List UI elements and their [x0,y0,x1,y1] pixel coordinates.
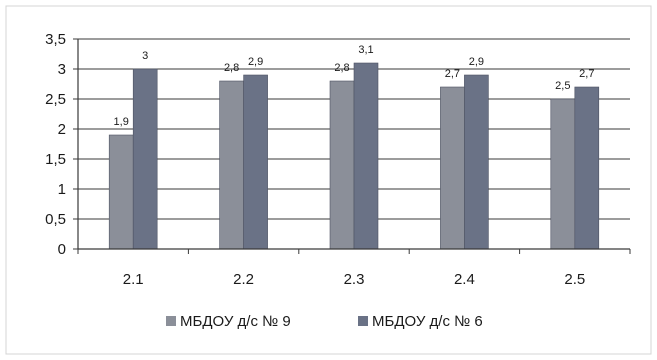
data-label: 2,8 [334,62,349,74]
y-tick-label: 3,5 [45,31,66,48]
data-label: 2,9 [248,56,263,68]
data-label: 2,5 [555,80,570,92]
y-tick-label: 2 [58,121,66,138]
x-category-label: 2.2 [233,271,254,288]
bar-series2 [464,74,489,250]
legend-label: МБДОУ д/с № 6 [372,313,483,330]
legend: МБДОУ д/с № 9 МБДОУ д/с № 6 [166,313,483,330]
legend-swatch [166,316,176,326]
y-tick-labels: 0 0,5 1 1,5 2 2,5 3 3,5 [45,31,66,258]
x-category-label: 2.1 [123,271,144,288]
y-tick-label: 0 [58,241,66,258]
data-label: 2,7 [579,68,594,80]
data-label: 1,9 [114,116,129,128]
legend-label: МБДОУ д/с № 9 [180,313,291,330]
axes [73,38,631,254]
legend-swatch [358,316,368,326]
x-category-label: 2.3 [344,271,365,288]
y-tick-label: 2,5 [45,91,66,108]
bar-series2 [574,86,600,250]
data-label: 2,9 [469,56,484,68]
y-tick-label: 3 [58,61,66,78]
data-label: 3,1 [358,44,373,56]
x-category-label: 2.4 [454,271,475,288]
data-label: 2,8 [224,62,239,74]
data-labels: 1,9 3 2,8 2,9 2,8 3,1 2,7 2,9 2,5 2,7 [114,44,595,128]
y-tick-label: 1 [58,181,66,198]
bar-series2 [353,62,379,250]
bar-series1 [108,134,134,250]
x-category-labels: 2.1 2.2 2.3 2.4 2.5 [123,271,585,288]
bar-series2 [132,68,158,250]
x-category-label: 2.5 [564,271,585,288]
bars [108,62,600,250]
bar-series1 [219,80,244,250]
bar-series2 [243,74,268,250]
y-tick-label: 1,5 [45,151,66,168]
y-tick-label: 0,5 [45,211,66,228]
data-label: 2,7 [445,68,460,80]
data-label: 3 [142,50,148,62]
bar-series1 [440,86,465,250]
bar-series1 [550,98,576,250]
bar-series1 [329,80,355,250]
